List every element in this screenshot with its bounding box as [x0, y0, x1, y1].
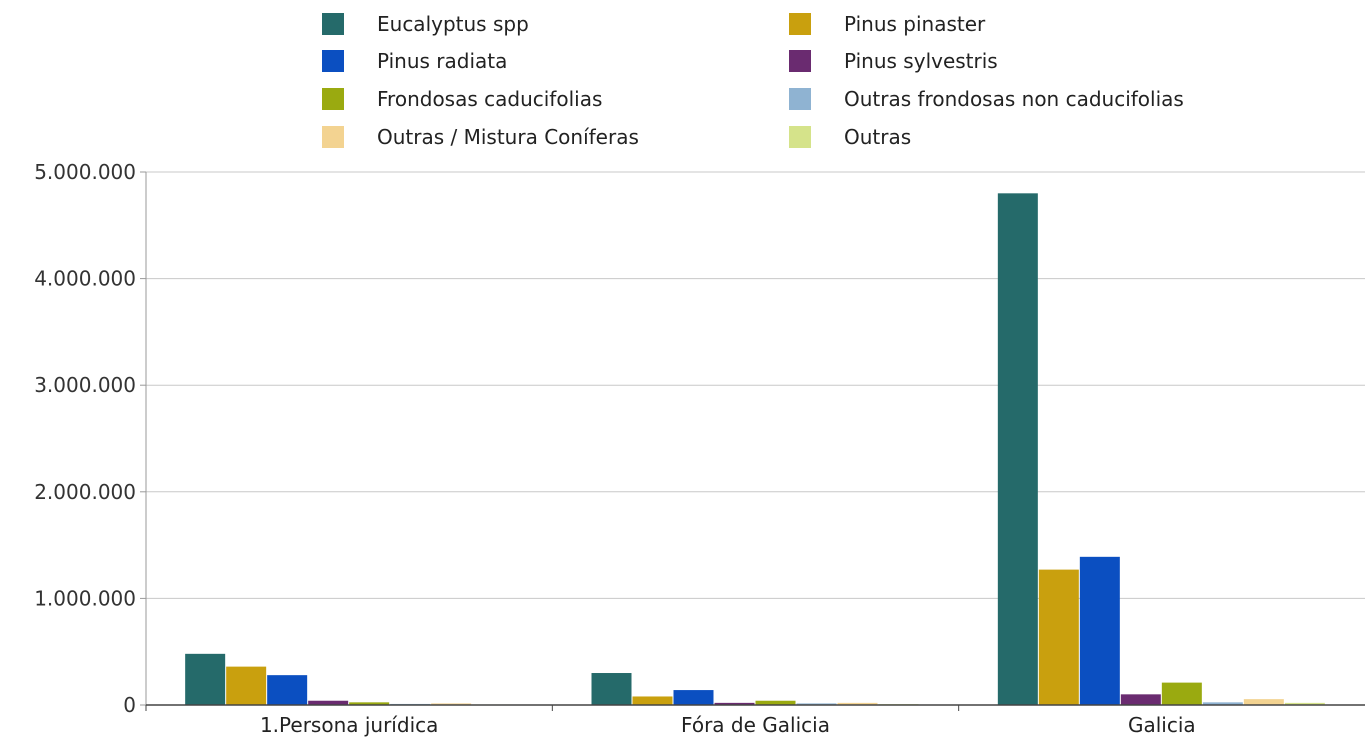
legend-swatch — [322, 126, 344, 148]
legend-label: Pinus radiata — [377, 49, 507, 73]
legend-swatch — [789, 126, 811, 148]
bar — [1079, 556, 1120, 705]
legend-item: Pinus radiata — [322, 49, 507, 73]
y-tick-label: 5.000.000 — [34, 160, 136, 184]
y-tick-label: 4.000.000 — [34, 267, 136, 291]
bar — [431, 703, 472, 705]
legend-item: Outras — [789, 125, 911, 149]
legend-swatch — [789, 50, 811, 72]
bars — [185, 193, 1325, 705]
legend-label: Outras — [844, 125, 911, 149]
legend-label: Outras frondosas non caducifolias — [844, 87, 1184, 111]
y-tick-label: 1.000.000 — [34, 586, 136, 610]
bar — [1161, 682, 1202, 705]
legend-swatch — [789, 88, 811, 110]
x-tick-label: 1.Persona jurídica — [260, 713, 438, 737]
legend-label: Outras / Mistura Coníferas — [377, 125, 639, 149]
bar — [1038, 569, 1079, 705]
bar — [185, 653, 226, 705]
legend-swatch — [322, 50, 344, 72]
legend-item: Frondosas caducifolias — [322, 87, 602, 111]
legend-swatch — [789, 13, 811, 35]
bar — [1120, 694, 1161, 705]
bar — [632, 696, 673, 705]
legend-swatch — [322, 13, 344, 35]
bar — [226, 666, 267, 705]
bar — [796, 703, 837, 705]
legend-label: Frondosas caducifolias — [377, 87, 602, 111]
x-tick-label: Fóra de Galicia — [681, 713, 830, 737]
y-tick-label: 2.000.000 — [34, 480, 136, 504]
legend-label: Eucalyptus spp — [377, 12, 529, 36]
legend: Eucalyptus spp Pinus pinaster Pinus radiat… — [322, 12, 1184, 149]
legend-item: Pinus sylvestris — [789, 49, 998, 73]
legend-item: Pinus pinaster — [789, 12, 986, 36]
bar — [1284, 702, 1325, 705]
bar — [837, 702, 878, 705]
bar — [308, 700, 349, 705]
gridlines — [146, 171, 1365, 599]
bar — [755, 700, 796, 705]
legend-item: Outras frondosas non caducifolias — [789, 87, 1184, 111]
bar — [714, 702, 755, 705]
bar — [1202, 702, 1243, 705]
bar — [267, 675, 308, 705]
legend-swatch — [322, 88, 344, 110]
bar — [673, 690, 714, 705]
bar — [997, 193, 1038, 705]
bar — [1243, 699, 1284, 705]
bar — [349, 702, 390, 705]
legend-label: Pinus sylvestris — [844, 49, 998, 73]
y-tick-label: 0 — [123, 693, 136, 717]
legend-label: Pinus pinaster — [844, 12, 986, 36]
legend-item: Outras / Mistura Coníferas — [322, 125, 639, 149]
bar — [591, 673, 632, 705]
legend-item: Eucalyptus spp — [322, 12, 529, 36]
y-tick-label: 3.000.000 — [34, 373, 136, 397]
axes: 0 1.000.000 2.000.000 3.000.000 4.000.000 5.0… — [34, 160, 1365, 737]
x-tick-label: Galicia — [1128, 713, 1196, 737]
